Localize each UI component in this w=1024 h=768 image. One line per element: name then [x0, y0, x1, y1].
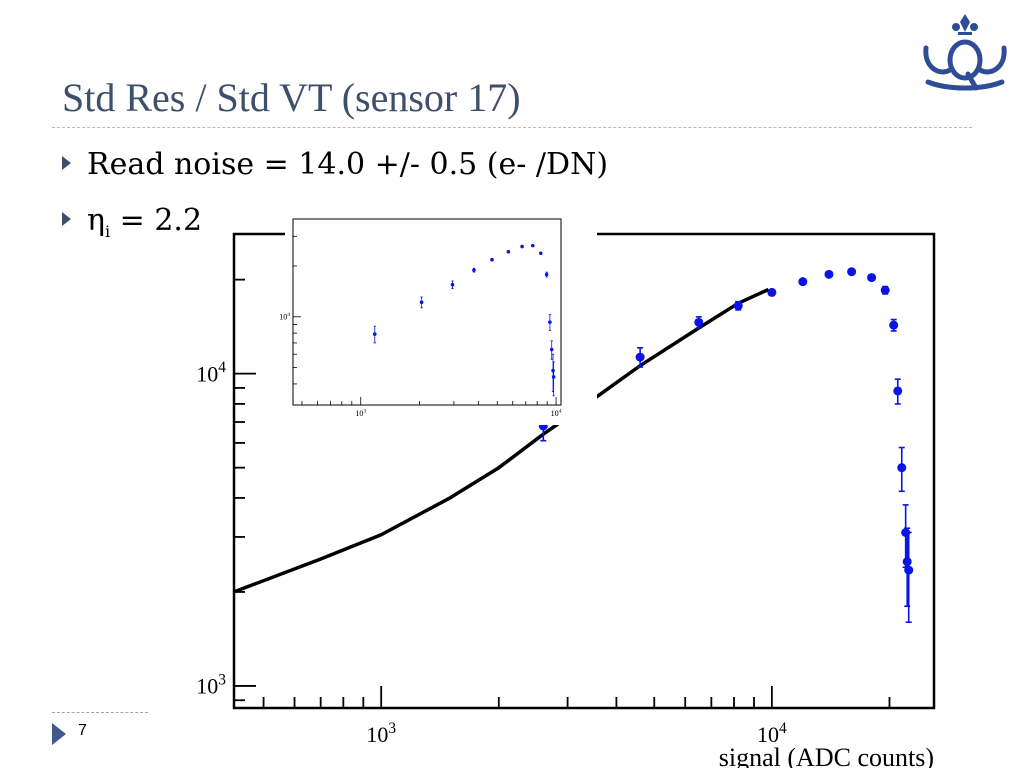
- main-chart-data-point: [635, 352, 645, 362]
- main-chart-data-point: [893, 386, 903, 396]
- main-chart-y-tick-label-exponent: 4: [218, 359, 226, 376]
- main-chart-data-point: [694, 317, 704, 327]
- inset-chart-data-point: [548, 320, 552, 324]
- inset-chart-data-point: [472, 268, 476, 272]
- title-divider: [52, 127, 972, 128]
- main-chart-data-point: [733, 301, 743, 311]
- inset-chart-data-point: [551, 375, 556, 379]
- inset-chart-data-point: [419, 300, 424, 305]
- inset-chart-data-point: [549, 347, 554, 352]
- inset-chart-x-tick-label: 104: [551, 409, 562, 418]
- inset-chart-background: [285, 198, 597, 425]
- bullet-read-noise: Read noise = 14.0 +/- 0.5 (e- /DN): [62, 147, 608, 182]
- main-chart-data-point: [767, 287, 777, 297]
- main-chart-data-point: [897, 463, 907, 473]
- inset-chart-data-point: [544, 272, 549, 277]
- inset-chart-x-tick-label-exponent: 4: [559, 409, 562, 415]
- inset-chart-data-point: [450, 282, 455, 287]
- eta-subscript: i: [104, 222, 111, 241]
- main-chart-x-axis-title: signal (ADC counts): [719, 743, 934, 768]
- inset-chart-x-tick-label-exponent: 3: [363, 409, 366, 415]
- main-chart-x-tick-label: 103: [366, 720, 396, 747]
- main-chart-data-point: [867, 273, 877, 283]
- main-chart-data-point: [824, 269, 834, 279]
- inset-chart-y-tick-label-exponent: 4: [287, 312, 290, 318]
- eta-symbol: η: [87, 203, 105, 238]
- main-chart-data-point: [847, 267, 857, 277]
- eta-value: = 2.2: [110, 203, 203, 238]
- inset-chart-data-point: [506, 249, 511, 254]
- main-chart-data-point: [902, 557, 912, 567]
- main-chart-y-tick-label-exponent: 3: [218, 671, 226, 688]
- inset-chart-data-point: [490, 257, 494, 262]
- inset-chart-data-point: [530, 243, 535, 248]
- main-chart-data-point: [889, 320, 899, 330]
- main-chart-data-point: [798, 277, 808, 287]
- main-chart-data-point: [904, 565, 914, 575]
- page-number: 7: [78, 722, 87, 739]
- inset-chart-data-point: [551, 368, 555, 373]
- inset-chart-frame: [292, 218, 562, 406]
- inset-chart-data-point: [372, 332, 377, 336]
- bullet-arrow-icon: [62, 156, 71, 170]
- bullet-arrow-icon: [62, 212, 71, 226]
- inset-chart: 103 104 104: [279, 198, 597, 425]
- bullet-eta: ηi = 2.2: [62, 203, 202, 241]
- inset-chart-x-tick-label: 103: [355, 409, 366, 418]
- main-chart-y-tick-label: 103: [196, 671, 226, 698]
- crown-logo-icon: [923, 14, 1007, 91]
- bullet-text: Read noise = 14.0 +/- 0.5 (e- /DN): [87, 147, 609, 182]
- footer-divider: [52, 712, 148, 713]
- main-chart-x-tick-label-exponent: 3: [388, 720, 396, 737]
- main-chart-data-point: [880, 285, 890, 295]
- main-chart-y-tick-label: 104: [196, 359, 226, 386]
- footer-arrow-icon: [52, 723, 66, 745]
- inset-chart-data-point: [520, 244, 524, 249]
- slide-title: Std Res / Std VT (sensor 17): [62, 75, 521, 120]
- inset-chart-y-tick-label: 104: [279, 312, 290, 321]
- main-chart-x-tick-label-exponent: 4: [779, 720, 787, 737]
- inset-chart-data-point: [538, 251, 543, 256]
